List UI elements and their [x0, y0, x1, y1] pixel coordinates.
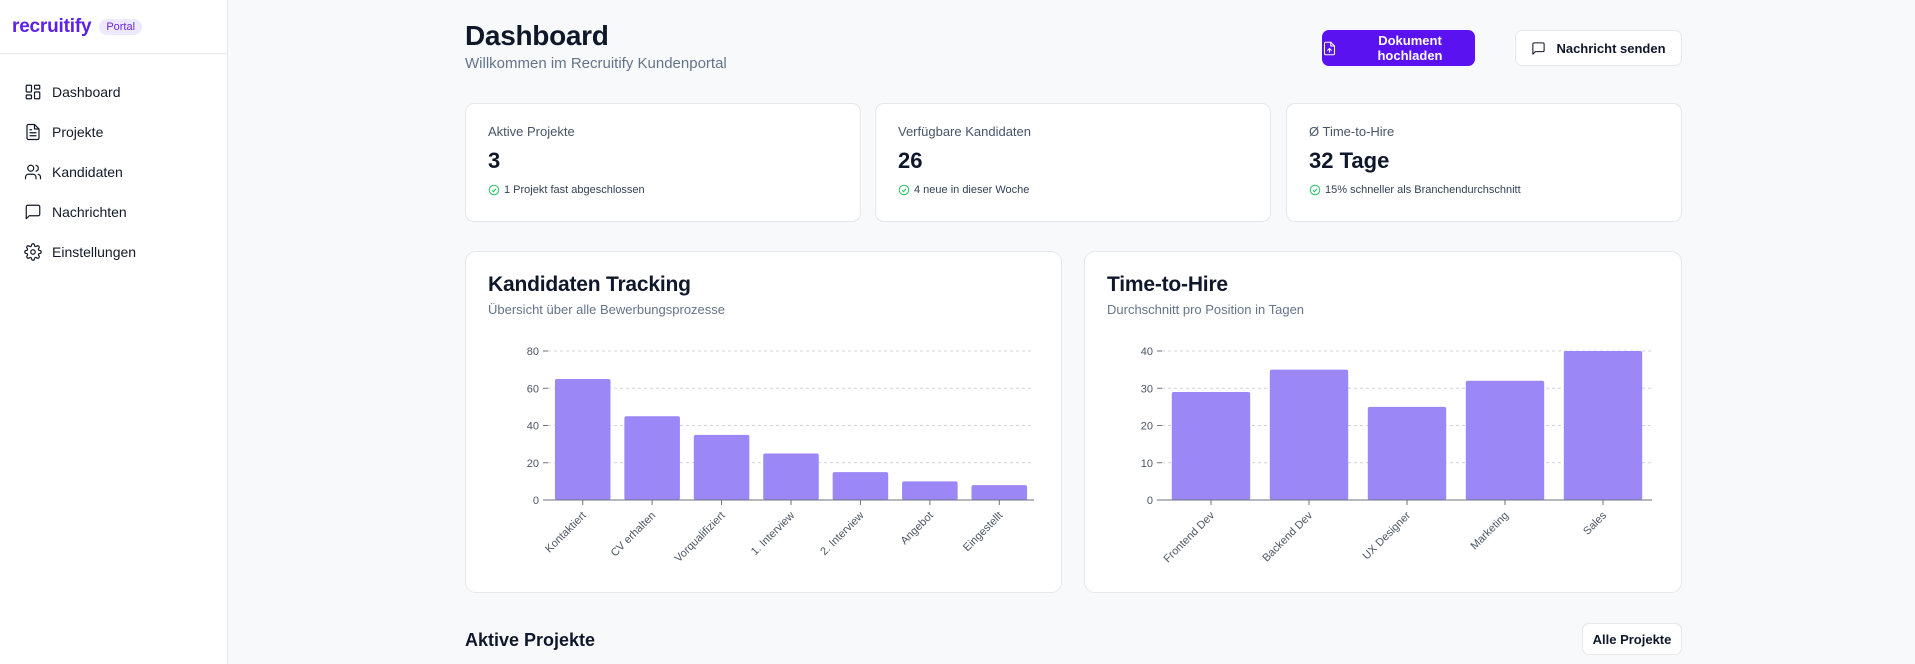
y-tick-label: 20 — [527, 458, 539, 470]
stat-card-active-projects: Aktive Projekte 3 1 Projekt fast abgesch… — [465, 103, 861, 222]
x-tick-label: Backend Dev — [1260, 509, 1315, 564]
stat-card-available-candidates: Verfügbare Kandidaten 26 4 neue in diese… — [875, 103, 1271, 222]
stat-value: 26 — [898, 148, 923, 173]
x-tick-label: Frontend Dev — [1162, 509, 1218, 565]
y-tick-label: 0 — [1147, 495, 1153, 507]
sidebar-item-label: Dashboard — [52, 84, 121, 100]
y-tick-label: 0 — [533, 495, 539, 507]
stat-value: 32 Tage — [1309, 148, 1390, 173]
users-icon — [24, 163, 42, 181]
page-subtitle: Willkommen im Recruitify Kundenportal — [465, 55, 727, 72]
active-projects-title: Aktive Projekte — [465, 630, 596, 650]
send-message-button[interactable]: Nachricht senden — [1515, 30, 1682, 66]
chart-subtitle: Übersicht über alle Bewerbungsprozesse — [488, 302, 726, 317]
check-circle-icon — [488, 184, 500, 196]
time-to-hire-chart: 0 10 20 30 40 Frontend Dev Backend Dev UX Desig… — [1141, 346, 1652, 565]
file-upload-icon — [1322, 41, 1337, 56]
chart-bar — [554, 378, 611, 500]
upload-document-label: Dokument hochladen — [1377, 33, 1443, 63]
chart-bar — [832, 472, 889, 500]
sidebar-nav: Dashboard Projekte Kandidaten Nachrichte… — [0, 54, 227, 272]
chart-card-time-to-hire: 0 10 20 30 40 Frontend Dev Backend Dev UX Desig… — [1084, 251, 1682, 593]
chart-bar — [763, 453, 819, 500]
chart-bar — [693, 434, 750, 500]
y-tick-label: 10 — [1141, 458, 1153, 470]
stat-card-time-to-hire: Ø Time-to-Hire 32 Tage 15% schneller als… — [1286, 103, 1682, 222]
chart-title: Time-to-Hire — [1107, 273, 1228, 296]
sidebar-item-label: Einstellungen — [52, 244, 137, 260]
x-tick-label: Marketing — [1468, 510, 1511, 553]
gear-icon — [24, 243, 42, 261]
all-projects-button[interactable]: Alle Projekte — [1582, 623, 1682, 655]
stat-label: Aktive Projekte — [488, 124, 575, 139]
check-circle-icon — [898, 184, 910, 196]
page-title: Dashboard — [465, 20, 609, 51]
y-tick-label: 80 — [527, 346, 539, 358]
sidebar-item-label: Nachrichten — [52, 204, 127, 220]
stat-label: Verfügbare Kandidaten — [898, 124, 1031, 139]
sidebar-item-dashboard[interactable]: Dashboard — [0, 72, 227, 112]
x-tick-label: 1. Interview — [749, 510, 797, 558]
chart-card-candidate-tracking: 0 20 40 60 80 Kontaktiert CV erhalten Vorqualif… — [465, 251, 1062, 593]
stat-note: 1 Projekt fast abgeschlossen — [488, 184, 838, 196]
sidebar-item-projekte[interactable]: Projekte — [0, 112, 227, 152]
brand-header: recruitify Portal — [0, 0, 227, 54]
stat-note: 15% schneller als Branchendurchschnitt — [1309, 184, 1659, 196]
y-tick-label: 60 — [527, 383, 539, 395]
x-tick-label: Sales — [1581, 509, 1609, 537]
x-tick-label: UX Designer — [1361, 509, 1414, 562]
sidebar: recruitify Portal Dashboard Projekte Kan… — [0, 0, 228, 664]
sidebar-item-kandidaten[interactable]: Kandidaten — [0, 152, 227, 192]
chart-subtitle: Durchschnitt pro Position in Tagen — [1107, 302, 1305, 317]
y-tick-label: 40 — [527, 421, 539, 433]
stat-note-text: 15% schneller als Branchendurchschnitt — [1325, 184, 1521, 196]
brand-logo[interactable]: recruitify — [12, 15, 92, 37]
chart-bar — [1367, 406, 1447, 500]
chart-bar — [1269, 369, 1349, 500]
y-tick-label: 40 — [1141, 346, 1153, 358]
x-tick-label: Kontaktiert — [543, 510, 589, 556]
x-tick-label: 2. Interview — [818, 510, 866, 558]
sidebar-item-nachrichten[interactable]: Nachrichten — [0, 192, 227, 232]
x-tick-label: Angebot — [899, 510, 936, 547]
file-icon — [24, 123, 42, 141]
stat-note: 4 neue in dieser Woche — [898, 184, 1248, 196]
stat-label: Ø Time-to-Hire — [1309, 124, 1395, 139]
chart-bar — [1465, 380, 1545, 500]
portal-badge: Portal — [99, 18, 143, 35]
chart-bar — [902, 481, 958, 500]
x-tick-label: Eingestellt — [961, 510, 1005, 554]
sidebar-item-label: Projekte — [52, 124, 104, 140]
chart-title: Kandidaten Tracking — [488, 273, 691, 296]
chart-bar — [624, 416, 680, 500]
message-icon — [24, 203, 42, 221]
x-tick-label: Vorqualifiziert — [673, 510, 728, 565]
upload-document-button[interactable]: Dokument hochladen — [1322, 30, 1475, 66]
stat-value: 3 — [488, 148, 501, 173]
x-tick-label: CV erhalten — [609, 510, 659, 560]
check-circle-icon — [1309, 184, 1321, 196]
y-tick-label: 30 — [1141, 383, 1153, 395]
send-message-label: Nachricht senden — [1556, 40, 1666, 56]
sidebar-item-einstellungen[interactable]: Einstellungen — [0, 232, 227, 272]
y-tick-label: 20 — [1141, 421, 1153, 433]
stat-note-text: 1 Projekt fast abgeschlossen — [504, 184, 645, 196]
chart-bar — [971, 485, 1028, 500]
message-icon — [1531, 41, 1546, 56]
stat-note-text: 4 neue in dieser Woche — [914, 184, 1030, 196]
sidebar-item-label: Kandidaten — [52, 164, 123, 180]
dashboard-icon — [24, 83, 42, 101]
candidate-tracking-chart: 0 20 40 60 80 Kontaktiert CV erhalten Vorqualif… — [527, 346, 1034, 565]
chart-bar — [1171, 391, 1251, 500]
chart-bar — [1563, 351, 1643, 500]
